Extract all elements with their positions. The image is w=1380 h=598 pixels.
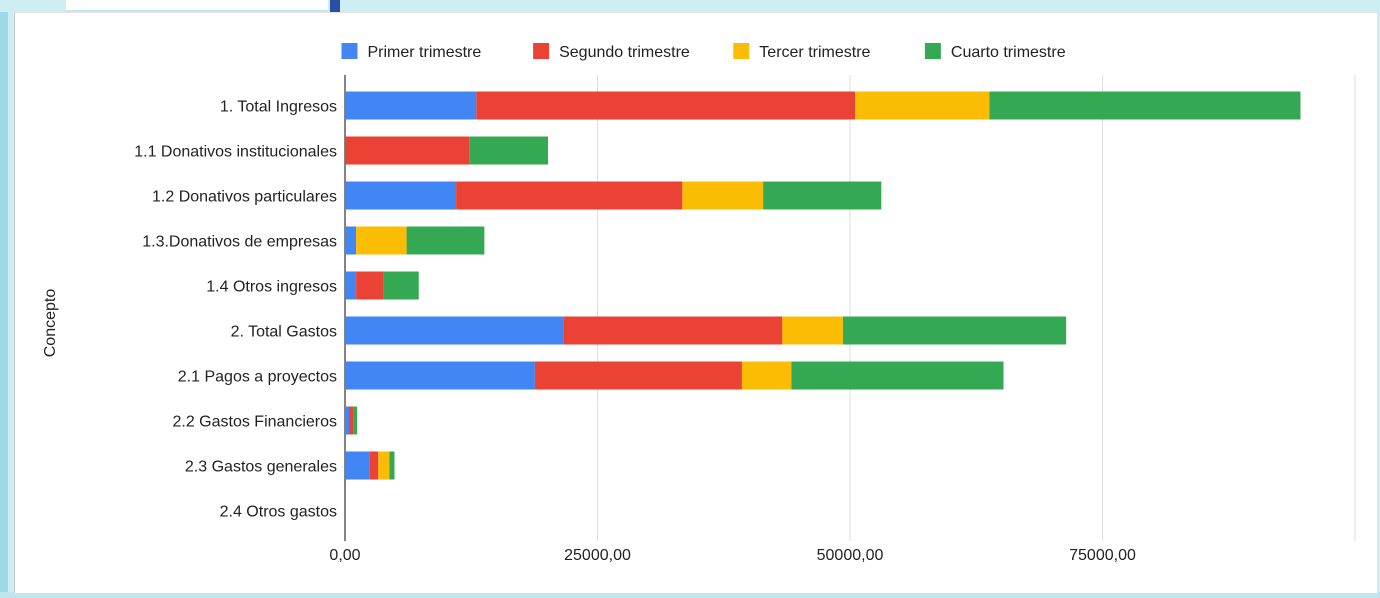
x-tick-label: 0,00 [329,547,360,564]
bar-segment [389,451,395,480]
category-label: 1.1 Donativos institucionales [134,144,337,161]
bar-segment [345,91,477,120]
bar-segment [378,451,390,480]
chart-card: 1. Total Ingresos 1.1 Donativos instituci… [14,12,1377,593]
legend-label: Segundo trimestre [559,44,690,61]
x-tick-label: 25000,00 [564,547,631,564]
bar-segment [345,451,370,480]
bar-segment [345,226,357,255]
bar-segment [682,181,764,210]
x-tick-label: 50000,00 [817,547,884,564]
bar-segment [782,316,843,345]
legend-swatch [924,43,941,59]
bar-segment [383,271,419,300]
legend-label: Cuarto trimestre [951,44,1066,61]
bar-segment [791,361,1004,390]
top-tab-marker [330,0,340,12]
legend-swatch [533,43,550,59]
x-tick-label: 75000,00 [1069,547,1136,564]
bar-segment [563,316,783,345]
category-label: 1.2 Donativos particulares [152,189,337,206]
window-side-rail [0,12,8,592]
bar-segment [345,361,535,390]
category-label: 2.1 Pagos a proyectos [178,369,337,386]
bar-segment [345,136,470,165]
bar-segment [345,406,350,435]
bar-segment [345,271,357,300]
category-label: 2.3 Gastos generales [185,459,337,476]
legend-swatch [341,43,358,59]
category-label: 2. Total Gastos [231,324,337,341]
bar-segment [842,316,1067,345]
y-axis-label: Concepto [42,289,59,358]
legend-label: Primer trimestre [368,44,482,61]
top-tab-strip[interactable] [66,0,328,12]
bar-segment [356,226,407,255]
bar-segment [741,361,792,390]
bar-segment [476,91,856,120]
bar-segment [855,91,990,120]
category-label: 1.3.Donativos de empresas [142,234,337,251]
category-label: 1.4 Otros ingresos [206,279,337,296]
category-labels: 1. Total Ingresos 1.1 Donativos instituci… [134,99,337,521]
bar-segment [353,406,358,435]
stacked-bar-chart: 1. Total Ingresos 1.1 Donativos instituci… [42,43,1356,564]
bar-segment [345,316,564,345]
category-label: 2.4 Otros gastos [220,504,337,521]
bar-segment [989,91,1301,120]
bar-segment [349,406,354,435]
bars-layer [345,91,1301,480]
legend: Primer trimestre Segundo trimestre Tercer … [341,43,1066,61]
bar-segment [456,181,683,210]
x-tick-labels: 0,00 25000,00 50000,00 75000,00 [329,547,1136,564]
bar-segment [369,451,379,480]
bar-segment [356,271,384,300]
category-label: 1. Total Ingresos [220,99,337,116]
legend-label: Tercer trimestre [759,44,870,61]
bar-segment [406,226,485,255]
bar-segment [469,136,549,165]
bar-segment [534,361,742,390]
bar-segment [763,181,882,210]
category-label: 2.2 Gastos Financieros [172,414,337,431]
bar-segment [345,181,457,210]
legend-swatch [733,43,750,59]
